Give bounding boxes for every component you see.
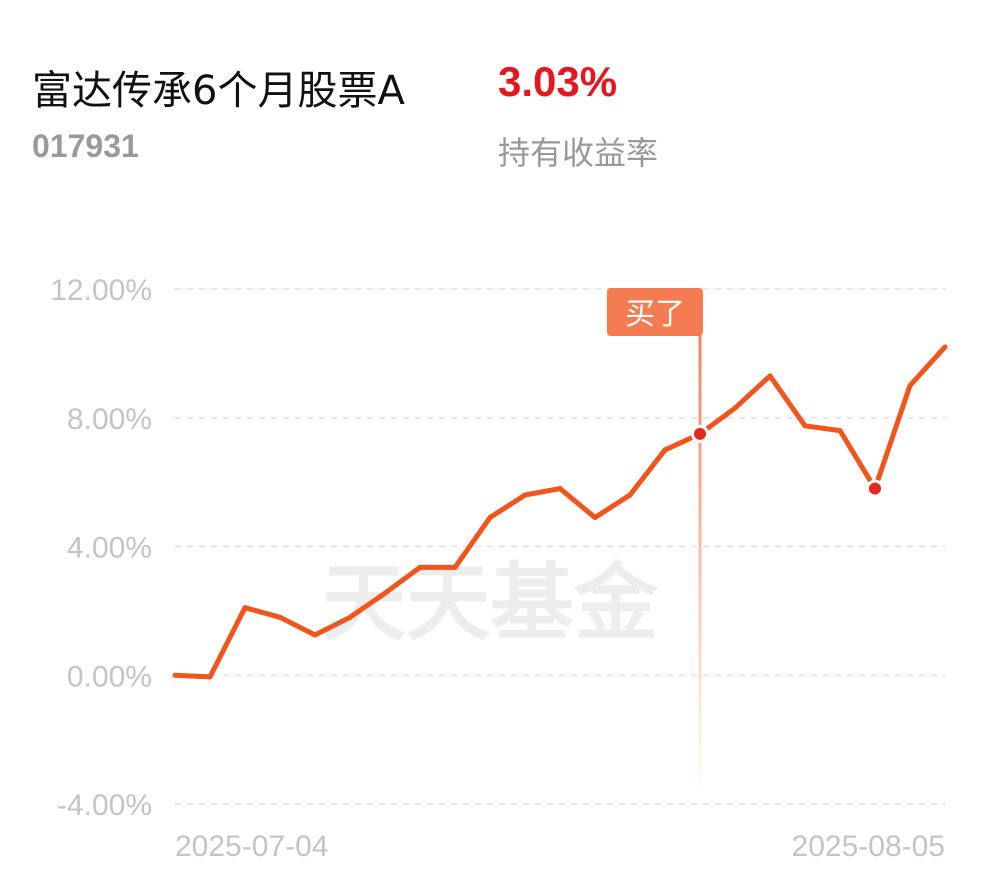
buy-marker-tag [607,288,703,336]
x-tick-label: 2025-07-04 [175,830,328,863]
y-axis-ticks: 12.00% 8.00% 4.00% 0.00% -4.00% [50,274,152,822]
y-tick-label: 8.00% [67,403,152,436]
series-line-segment [767,373,808,429]
x-tick-label: 2025-08-05 [792,830,945,863]
series-line-segment [557,486,598,521]
series-line-segment [172,672,213,680]
series-line-segment [452,515,493,570]
x-axis-ticks: 2025-07-04 2025-08-05 [175,830,945,863]
fund-name: 富达传承6个月股票A [32,68,405,114]
series-line-segment [382,564,423,596]
series-line-segment [837,428,878,492]
series-line-segment [347,590,388,620]
series-line-segment [592,492,633,521]
y-tick-label: 4.00% [67,532,152,565]
series-points [691,424,884,498]
series-line-segment [907,344,948,389]
series-line-group [172,344,948,680]
series-point-marker[interactable] [866,479,884,498]
series-line-segment [242,605,283,620]
grid-lines [175,288,945,805]
buy-marker-group: 买了 [607,288,703,798]
series-line-segment [732,373,773,411]
series-line-segment [802,423,843,434]
series-line-segment [312,614,353,638]
series-line-segment [522,486,563,498]
series-line-segment [207,605,248,680]
series-line-segment [627,447,668,498]
y-tick-label: -4.00% [57,789,152,822]
holding-return-value: 3.03% [498,58,618,105]
y-tick-label: 12.00% [50,274,152,307]
series-line-segment [487,492,528,521]
buy-marker-line [698,332,702,798]
buy-marker-label: 买了 [625,297,685,332]
y-tick-label: 0.00% [67,660,152,693]
series-point-marker[interactable] [691,424,709,443]
series-line-segment [277,614,318,638]
fund-code: 017931 [32,128,139,164]
watermark: 天天基金 [322,554,659,652]
holding-return-label: 持有收益率 [498,134,659,172]
series-line-segment [872,383,913,492]
